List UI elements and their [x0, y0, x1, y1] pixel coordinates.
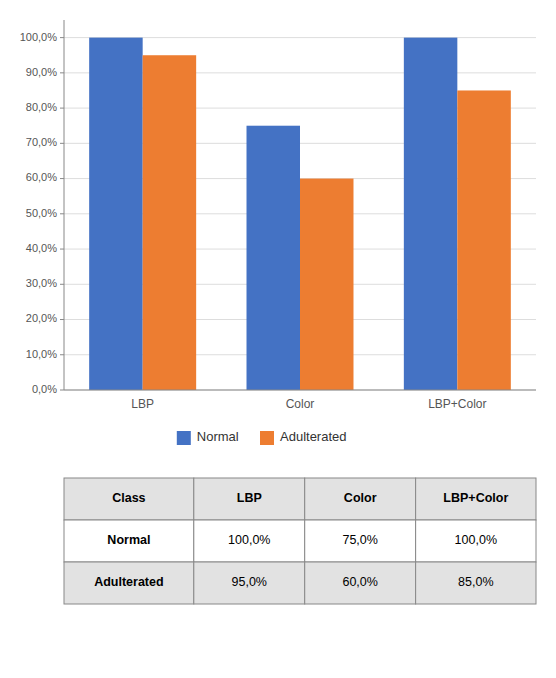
y-tick-label: 10,0% — [26, 348, 57, 360]
legend-swatch — [177, 431, 191, 445]
legend: Normal Adulterated — [177, 429, 347, 445]
table-cell — [416, 562, 536, 604]
y-tick-label: 0,0% — [32, 383, 57, 395]
y-tick-label: 60,0% — [26, 171, 57, 183]
y-tick — [60, 72, 64, 73]
y-grid — [64, 38, 536, 390]
chart-svg: 0,0% 10,0% 20,0% 30,0% 40,0% 50,0% 60,0% 70,0% 8… — [0, 0, 556, 678]
legend-label: Adulterated — [280, 429, 347, 444]
y-tick — [60, 108, 64, 109]
table-text: LBP — [237, 491, 262, 505]
y-tick-label: 40,0% — [26, 242, 57, 254]
table-cell — [416, 520, 536, 562]
y-tick-label: 80,0% — [26, 101, 57, 113]
table-text: Adulterated — [94, 575, 163, 589]
bar — [89, 38, 142, 390]
chart-container: 0,0% 10,0% 20,0% 30,0% 40,0% 50,0% 60,0% 70,0% 8… — [0, 0, 556, 678]
y-tick — [60, 284, 64, 285]
table-cell — [305, 562, 416, 604]
table-text: 100,0% — [455, 533, 497, 547]
y-tick-label: 30,0% — [26, 277, 57, 289]
table-text: 85,0% — [458, 575, 493, 589]
table-cell — [64, 520, 194, 562]
y-tick — [60, 37, 64, 38]
x-tick-label: Color — [286, 397, 315, 411]
table-cell — [305, 478, 416, 520]
y-tick-label: 100,0% — [20, 31, 58, 43]
bar — [457, 90, 510, 390]
y-tick — [60, 390, 64, 391]
table-text: Normal — [107, 533, 150, 547]
table-text: 60,0% — [342, 575, 377, 589]
bar — [247, 126, 300, 390]
y-axis-line — [64, 20, 65, 390]
y-tick — [60, 178, 64, 179]
x-axis: LBP Color LBP+Color — [64, 390, 536, 411]
table-cell — [305, 520, 416, 562]
y-tick — [60, 143, 64, 144]
x-tick-label: LBP — [131, 397, 154, 411]
x-tick-label: LBP+Color — [428, 397, 486, 411]
table-text: Class — [112, 491, 145, 505]
table-cell — [194, 520, 305, 562]
bars — [89, 38, 511, 390]
bar — [300, 179, 353, 390]
y-tick — [60, 354, 64, 355]
y-tick — [60, 249, 64, 250]
table-text: LBP+Color — [443, 491, 508, 505]
table-cell — [194, 562, 305, 604]
table-text: 95,0% — [232, 575, 267, 589]
y-axis: 0,0% 10,0% 20,0% 30,0% 40,0% 50,0% 60,0% 70,0% 8… — [20, 20, 64, 395]
data-table: Class LBP Color LBP+Color Normal 100,0% 75,0% 1… — [64, 478, 536, 604]
bar — [143, 55, 196, 390]
table-text: 100,0% — [228, 533, 270, 547]
x-axis-line — [64, 390, 536, 391]
table-cell — [64, 478, 194, 520]
y-tick-label: 20,0% — [26, 312, 57, 324]
table-cell — [194, 478, 305, 520]
legend-swatch — [260, 431, 274, 445]
table-cell — [64, 562, 194, 604]
table-cell — [416, 478, 536, 520]
bar — [404, 38, 457, 390]
legend-label: Normal — [197, 429, 239, 444]
y-tick — [60, 319, 64, 320]
grid-line — [64, 390, 536, 391]
table-text: 75,0% — [342, 533, 377, 547]
y-tick-label: 50,0% — [26, 207, 57, 219]
y-tick-label: 90,0% — [26, 66, 57, 78]
y-tick — [60, 213, 64, 214]
table-text: Color — [344, 491, 377, 505]
y-tick-label: 70,0% — [26, 136, 57, 148]
